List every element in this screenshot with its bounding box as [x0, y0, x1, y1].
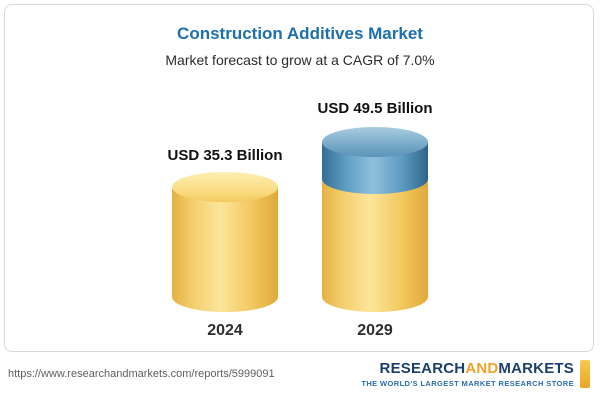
value-label-2024: USD 35.3 Billion: [167, 147, 283, 164]
chart-title: Construction Additives Market: [177, 24, 423, 43]
chart-card: [4, 4, 594, 352]
logo-word-markets: MARKETS: [498, 360, 574, 377]
report-url: https://www.researchandmarkets.com/repor…: [8, 368, 275, 380]
cylinder-body: [172, 187, 278, 312]
category-label-2024: 2024: [207, 322, 243, 339]
cylinder-body-base: [322, 175, 428, 312]
logo-tagline: THE WORLD'S LARGEST MARKET RESEARCH STOR…: [361, 379, 574, 388]
logo-word-research: RESEARCH: [379, 360, 466, 377]
chart-subtitle: Market forecast to grow at a CAGR of 7.0…: [165, 52, 435, 68]
bar-2029-cylinder: [322, 127, 428, 312]
value-label-2029: USD 49.5 Billion: [317, 100, 433, 117]
logo-text: RESEARCHANDMARKETS THE WORLD'S LARGEST M…: [361, 360, 574, 388]
category-label-2029: 2029: [357, 322, 393, 339]
researchandmarkets-logo: RESEARCHANDMARKETS THE WORLD'S LARGEST M…: [361, 360, 590, 388]
logo-wordmark: RESEARCHANDMARKETS: [380, 360, 574, 377]
logo-word-and: AND: [465, 360, 499, 377]
bar-2024-cylinder: [172, 172, 278, 312]
logo-gold-mark-icon: [580, 360, 590, 388]
cylinder-top: [322, 127, 428, 157]
cylinder-top: [172, 172, 278, 202]
